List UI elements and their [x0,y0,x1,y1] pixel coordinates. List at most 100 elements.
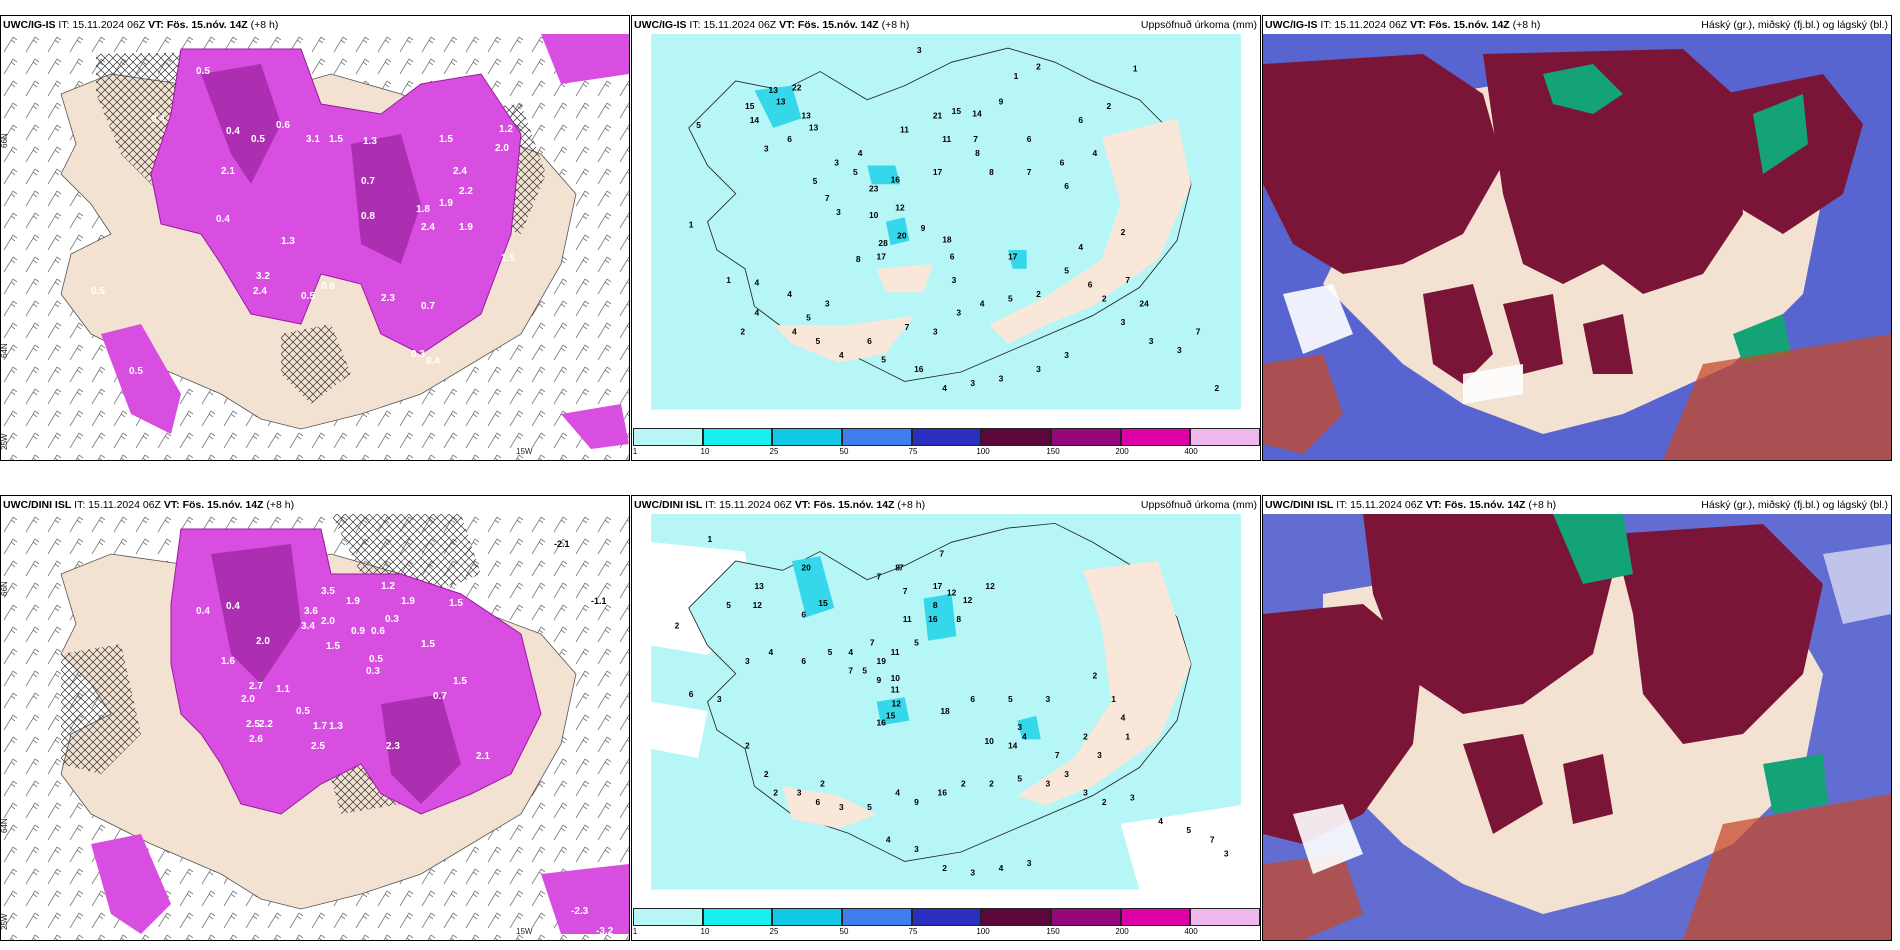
map-value-label: 2.7 [249,681,263,692]
map-value-label: 1 [1125,731,1130,741]
valid-time: Fös. 15.nóv. 14Z [813,499,895,511]
map-value-label: 0.3 [385,614,399,625]
model-label: UWC/IG-IS [1265,19,1318,31]
map-value-label: 1 [726,275,731,285]
map-value-label: 20 [897,231,907,241]
map-value-label: 17 [877,251,887,261]
map-value-label: 2 [1107,101,1112,111]
map-value-label: 5 [813,176,818,186]
map-value-label: 0.5 [301,291,315,302]
vt-label: VT: [1410,19,1426,31]
panel-header: UWC/DINI ISL IT: 15.11.2024 06Z VT: Fös.… [1263,496,1891,514]
map-value-label: 5 [1008,694,1013,704]
colorbar-seg [702,428,773,446]
map-value-label: 10 [891,673,901,683]
map-value-label: 0.5 [296,706,310,717]
map-value-label: 7 [903,586,908,596]
map-value-label: 3 [839,802,844,812]
map-value-label: 2 [740,326,745,336]
valid-time: Fös. 15.nóv. 14Z [1444,499,1526,511]
map-value-label: 14 [750,115,760,125]
colorbar-seg [1051,428,1121,446]
map-value-label: 17 [1008,251,1018,261]
colorbar-seg [772,428,843,446]
map-value-label: 1.6 [221,656,235,667]
precip-value-labels: 0.5 0.4 0.4 0.5 0.6 3.1 1.5 1.3 1.2 2.0 … [91,66,515,427]
map-value-label: 6 [689,689,694,699]
init-time: IT: 15.11.2024 06Z [58,19,146,31]
map-wind-precip: 66N 64N 25W 15W 0.4 3.5 2.0 1.9 1.2 1.9 … [1,514,629,940]
map-wind-precip: 66N 64N 25W 15W 0.5 0.4 0.4 0.5 0.6 3.1 … [1,34,629,460]
map-value-label: 4 [769,647,774,657]
map-value-label: 18 [942,234,952,244]
map-value-label: 7 [1196,326,1201,336]
map-value-label: 4 [999,863,1004,873]
map-value-label: 2 [942,863,947,873]
map-value-label: 5 [1008,294,1013,304]
map-value-label: 19 [877,656,887,666]
panel-title: Háský (gr.), miðský (fj.bl.) og lágský (… [1701,499,1888,511]
map-value-label: 3 [956,308,961,318]
colorbar-label: 150 [1046,927,1060,936]
map-value-label: 2 [1083,731,1088,741]
map-value-label: 3 [970,868,975,878]
map-value-label: 16 [891,174,901,184]
map-value-label: 15 [952,106,962,116]
map-value-label: 3 [797,788,802,798]
model-label: UWC/DINI ISL [1265,499,1334,511]
valid-time: Fös. 15.nóv. 14Z [1428,19,1510,31]
map-value-label: 11 [891,647,900,657]
map-value-label: 0.5 [369,654,383,665]
map-value-label: 3 [825,298,830,308]
map-value-label: 22 [792,82,802,92]
model-label: UWC/DINI ISL [3,499,72,511]
map-value-label: 2 [1092,670,1097,680]
map-value-label: 21 [933,111,943,121]
lat-label-64n: 64N [1,818,9,833]
lat-label-64n: 64N [1,343,9,358]
panel-dini-accumulated: UWC/DINI ISL IT: 15.11.2024 06Z VT: Fös.… [631,495,1261,941]
colorbar-label: 75 [908,927,918,936]
map-value-label: 2.6 [249,734,263,745]
colorbar-label: 100 [976,447,990,456]
map-value-label: 0.5 [251,134,265,145]
precip-value-labels: 0.4 3.5 2.0 1.9 1.2 1.9 1.3 1.5 2.0 1.5 … [146,539,614,937]
map-value-label: 4 [1022,731,1027,741]
map-value-label: 1.9 [346,596,360,607]
map-value-label: 14 [972,109,982,119]
map-value-label: 2.3 [381,293,395,304]
map-value-label: 2 [989,778,994,788]
map-value-label: 10 [869,210,879,220]
map-value-label: 5 [914,637,919,647]
map-value-label: 2 [820,778,825,788]
map-value-label: 3 [952,275,957,285]
lat-label-66n: 66N [1,133,9,148]
lead-time: (+8 h) [1528,499,1557,511]
map-value-label: 6 [970,694,975,704]
map-value-label: 3.1 [306,134,320,145]
map-value-label: 3 [1130,792,1135,802]
map-value-label: 3 [1097,750,1102,760]
map-value-label: 0.4 [426,356,440,367]
map-value-label: 16 [938,788,948,798]
colorbar-seg [981,428,1052,446]
map-value-label: 3 [1224,849,1229,859]
map-value-label: 0.7 [361,176,375,187]
map-value-label: 0.4 [151,114,165,125]
map-value-label: 0.4 [226,601,240,612]
map-value-label: 15 [745,101,755,111]
map-value-label: 0.5 [129,366,143,377]
map-accumulated-precip: 3 2 1 5 13 22 13 15 14 13 13 6 3 21 11 1… [651,34,1241,410]
accum-value-labels: 3 2 1 5 13 22 13 15 14 13 13 6 3 21 11 1… [689,45,1220,393]
lat-label-66n: 66N [1,581,9,596]
map-value-label: 8 [856,254,861,264]
map-value-label: 7 [825,193,830,203]
map-value-label: 5 [726,600,731,610]
map-value-label: 0.5 [196,66,210,77]
map-value-label: 7 [973,134,978,144]
map-value-label: 13 [776,96,786,106]
panel-ig-clouds: UWC/IG-IS IT: 15.11.2024 06Z VT: Fös. 15… [1262,15,1892,461]
map-value-label: 4 [942,383,947,393]
map-value-label: 1 [1111,694,1116,704]
map-value-label: 3 [1083,788,1088,798]
